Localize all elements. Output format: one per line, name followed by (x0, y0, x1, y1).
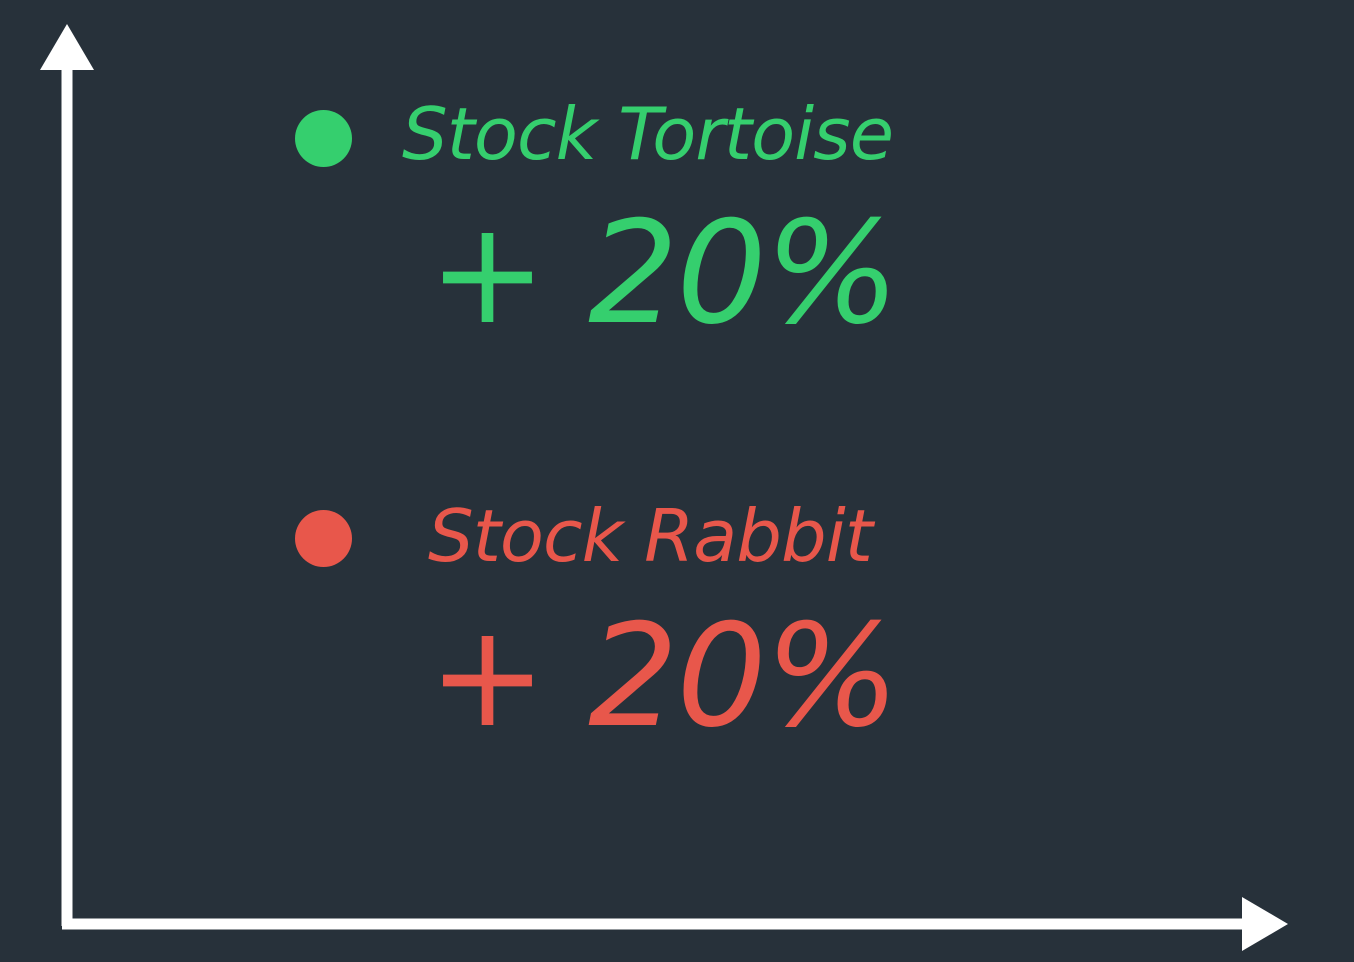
tortoise-change: + 20% (428, 191, 900, 356)
y-axis-arrowhead (40, 24, 94, 70)
rabbit-label: Stock Rabbit (428, 494, 873, 578)
rabbit-legend-dot (295, 510, 352, 567)
tortoise-label: Stock Tortoise (402, 92, 894, 176)
rabbit-change: + 20% (428, 594, 900, 759)
x-axis-arrowhead (1242, 897, 1288, 951)
tortoise-legend-dot (295, 110, 352, 167)
